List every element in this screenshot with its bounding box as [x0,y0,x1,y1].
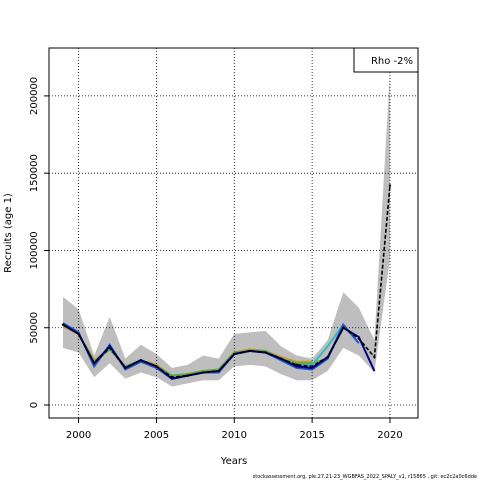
point [388,184,392,187]
x-tick-label: 2000 [66,430,91,441]
point [279,357,283,360]
y-tick-label: 50000 [29,312,40,344]
point [217,369,220,373]
point [92,362,96,365]
x-tick-label: 2015 [299,430,324,441]
legend-box [353,47,419,73]
plot-frame [48,47,419,419]
y-tick-label: 0 [29,402,40,408]
point [77,332,80,336]
point [326,355,329,359]
point [108,346,111,350]
x-tick-label: 2020 [377,430,402,441]
legend-text: Rho -2% [371,56,413,67]
y-axis-label: Recruits (age 1) [3,193,14,273]
point [155,365,158,368]
y-tick-label: 100000 [29,231,40,269]
y-tick-label: 200000 [29,77,40,115]
point [186,374,189,377]
point [310,365,314,368]
point [124,366,127,370]
point [248,349,252,353]
y-tick-label: 150000 [29,154,40,192]
point [201,371,205,374]
point [342,326,345,329]
footer: stockassessment.org, ple.27.21-23_WGBFAS… [253,474,477,480]
x-tick-label: 2005 [144,430,169,441]
confidence-band [63,72,390,387]
series-line [62,185,391,379]
x-axis-label: Years [220,456,247,467]
point [295,363,298,367]
point [139,358,143,362]
point [61,323,65,326]
point [357,337,361,340]
x-tick-label: 2010 [222,430,247,441]
point [373,355,376,359]
point [264,351,267,354]
point [233,352,236,356]
point [170,375,174,379]
